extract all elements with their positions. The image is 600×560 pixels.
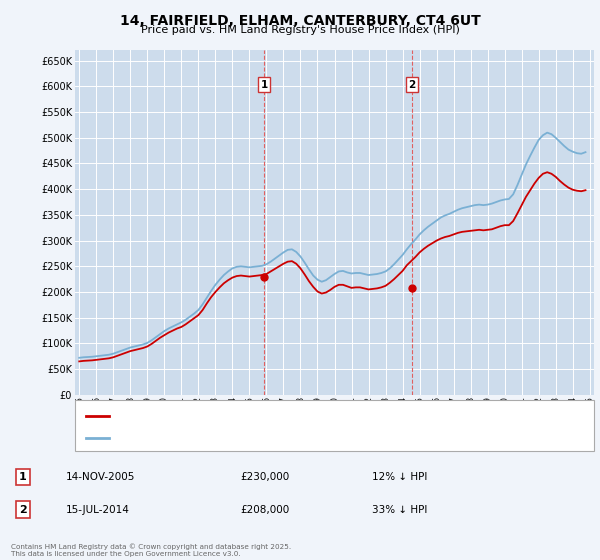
Text: £230,000: £230,000 xyxy=(240,472,289,482)
Text: HPI: Average price, detached house, Folkestone and Hythe: HPI: Average price, detached house, Folk… xyxy=(116,433,395,443)
Text: £208,000: £208,000 xyxy=(240,505,289,515)
Text: 12% ↓ HPI: 12% ↓ HPI xyxy=(372,472,427,482)
Text: 14-NOV-2005: 14-NOV-2005 xyxy=(66,472,136,482)
Text: Contains HM Land Registry data © Crown copyright and database right 2025.
This d: Contains HM Land Registry data © Crown c… xyxy=(11,544,291,557)
Text: 14, FAIRFIELD, ELHAM, CANTERBURY, CT4 6UT: 14, FAIRFIELD, ELHAM, CANTERBURY, CT4 6U… xyxy=(119,14,481,28)
Text: 2: 2 xyxy=(408,80,415,90)
Text: 1: 1 xyxy=(19,472,26,482)
Text: 33% ↓ HPI: 33% ↓ HPI xyxy=(372,505,427,515)
Text: 14, FAIRFIELD, ELHAM, CANTERBURY, CT4 6UT (detached house): 14, FAIRFIELD, ELHAM, CANTERBURY, CT4 6U… xyxy=(116,411,422,420)
Text: 15-JUL-2014: 15-JUL-2014 xyxy=(66,505,130,515)
Text: 1: 1 xyxy=(260,80,268,90)
Text: Price paid vs. HM Land Registry's House Price Index (HPI): Price paid vs. HM Land Registry's House … xyxy=(140,25,460,35)
Text: 2: 2 xyxy=(19,505,26,515)
